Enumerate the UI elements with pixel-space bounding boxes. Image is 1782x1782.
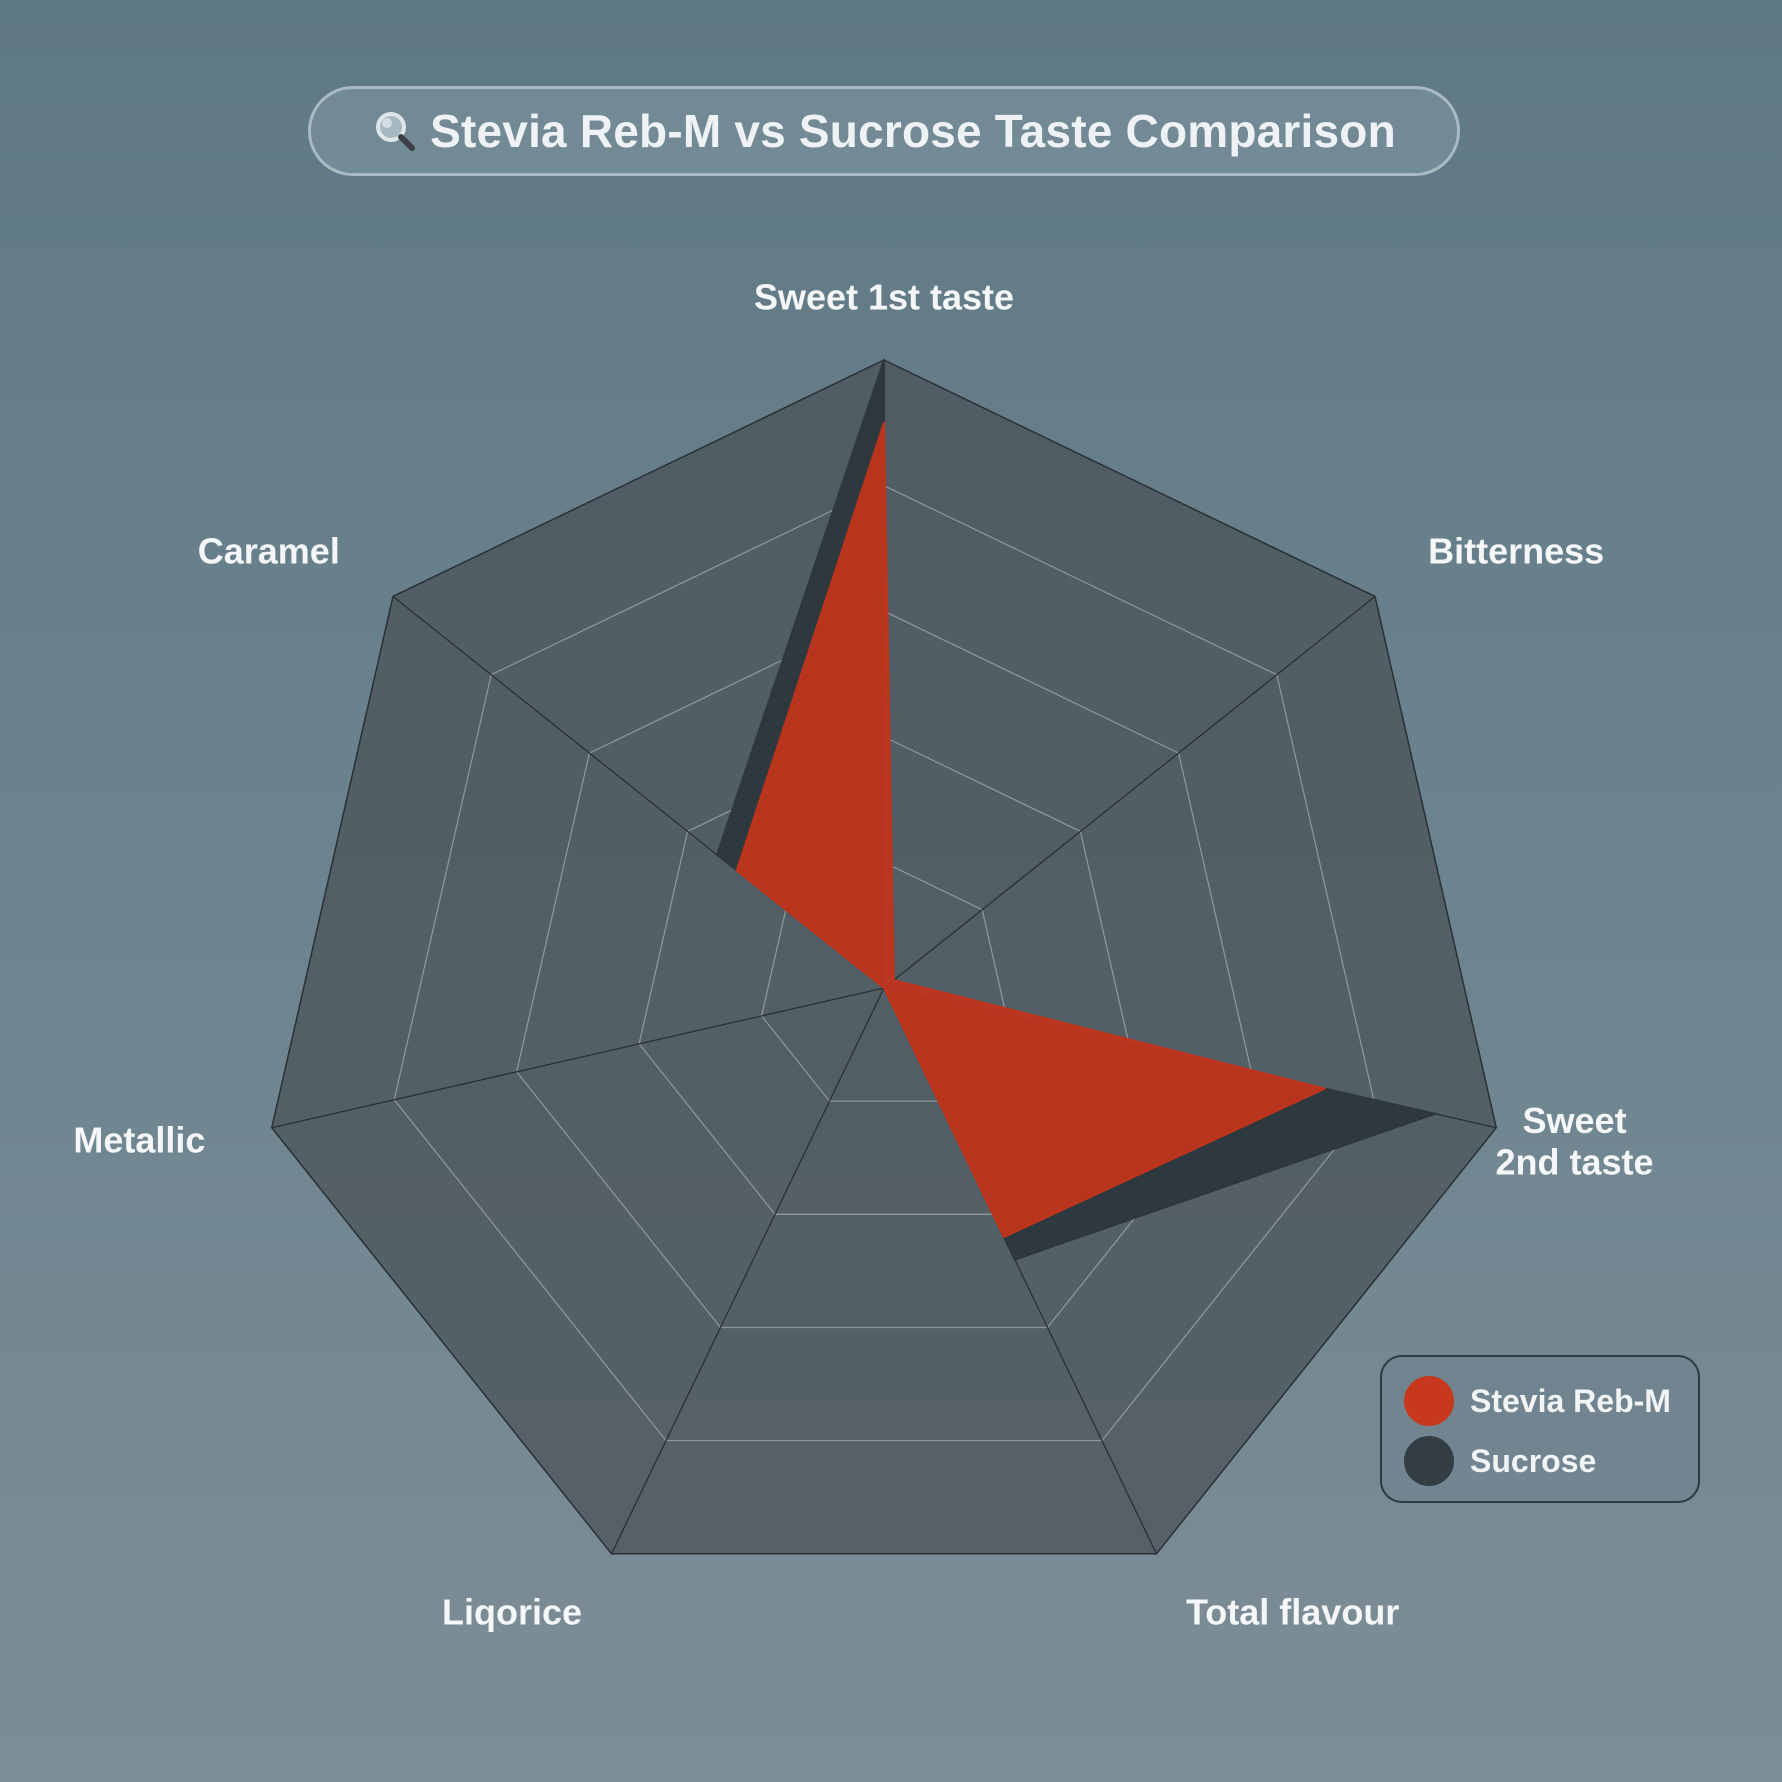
legend-label-sucrose: Sucrose [1470,1442,1597,1479]
legend: Stevia Reb-M Sucrose [1380,1355,1700,1503]
radar-spoke [610,987,885,1555]
axis-label-metallic: Metallic [73,1119,205,1160]
legend-swatch-stevia [1404,1376,1454,1426]
chart-title: Stevia Reb-M vs Sucrose Taste Comparison [430,105,1396,157]
radar-ring [393,484,1375,1442]
axis-label-bitterness: Bitterness [1428,531,1604,572]
radar-series [716,359,1437,1261]
series-area-stevia-reb-m [735,421,1326,1238]
radar-ring [760,861,1008,1102]
axis-label-sweet-2nd-taste: Sweet 2nd taste [1496,1100,1654,1182]
axis-label-total-flavour: Total flavour [1186,1592,1399,1633]
radar-spoke [271,987,885,1129]
magnifier-icon [376,112,416,151]
legend-label-stevia: Stevia Reb-M [1470,1382,1671,1419]
radar-ring [638,736,1130,1215]
radar-axis-labels: Sweet 1st taste Bitterness Sweet 2nd taste T… [73,277,1653,1633]
chart-title-pill: Stevia Reb-M vs Sucrose Taste Comparison [308,86,1460,176]
axis-label-liqorice: Liqorice [442,1592,582,1633]
radar-spoke [883,595,1376,989]
axis-label-sweet-1st-taste: Sweet 1st taste [754,277,1014,318]
radar-ring [515,610,1253,1329]
legend-swatch-sucrose [1404,1436,1454,1486]
axis-label-caramel: Caramel [198,531,340,572]
legend-item-sucrose: Sucrose [1404,1431,1676,1491]
legend-item-stevia: Stevia Reb-M [1404,1371,1676,1431]
